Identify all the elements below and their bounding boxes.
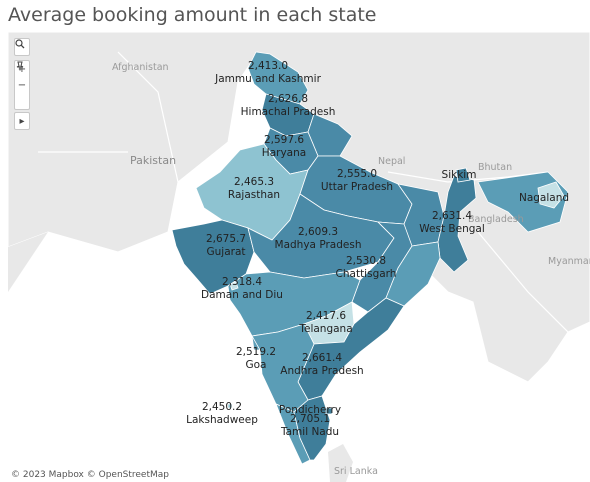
state-value: 2,705.1 bbox=[289, 413, 331, 425]
state-name: Chattisgarh bbox=[335, 268, 397, 280]
state-label-gujarat[interactable]: 2,675.7 Gujarat bbox=[206, 233, 246, 259]
state-value: 2,519.2 bbox=[235, 346, 277, 358]
state-name: Lakshadweep bbox=[186, 414, 258, 426]
state-odisha[interactable] bbox=[385, 241, 441, 307]
state-label-chattisgarh[interactable]: 2,530.8 Chattisgarh bbox=[336, 255, 397, 281]
state-value: 2,530.8 bbox=[345, 255, 387, 267]
state-name: Uttar Pradesh bbox=[320, 181, 394, 193]
state-sikkim[interactable] bbox=[455, 167, 471, 183]
state-name: Pondicherry bbox=[278, 404, 342, 416]
pin-icon[interactable] bbox=[15, 61, 29, 109]
state-label-uttar-pradesh[interactable]: 2,555.0 Uttar Pradesh bbox=[321, 168, 393, 194]
state-pondicherry[interactable] bbox=[325, 407, 333, 415]
state-name: Madhya Pradesh bbox=[274, 239, 362, 251]
state-label-daman-and-diu[interactable]: 2,318.4 Daman and Diu bbox=[201, 276, 283, 302]
state-name: Himachal Pradesh bbox=[240, 106, 336, 118]
state-name: Telangana bbox=[299, 323, 353, 335]
state-label-andhra-pradesh[interactable]: 2,661.4 Andhra Pradesh bbox=[280, 352, 363, 378]
state-label-jammu-and-kashmir[interactable]: 2,413.0 Jammu and Kashmir bbox=[215, 60, 321, 86]
state-value: 2,413.0 bbox=[247, 60, 289, 72]
map-svg bbox=[8, 32, 590, 482]
state-label-haryana[interactable]: 2,597.6 Haryana bbox=[262, 134, 306, 160]
country-label-pakistan: Pakistan bbox=[130, 154, 177, 167]
map-zoom-controls: + − bbox=[14, 60, 30, 110]
expand-arrow-icon[interactable]: ▸ bbox=[19, 115, 25, 127]
state-label-himachal-pradesh[interactable]: 2,626.8 Himachal Pradesh bbox=[241, 93, 336, 119]
state-name: Goa bbox=[245, 359, 267, 371]
state-tamil-nadu[interactable] bbox=[293, 395, 331, 461]
state-label-madhya-pradesh[interactable]: 2,609.3 Madhya Pradesh bbox=[275, 226, 362, 252]
state-name: Tamil Nadu bbox=[280, 426, 340, 438]
state-label-west-bengal[interactable]: 2,631.4 West Bengal bbox=[419, 210, 485, 236]
state-value: 2,609.3 bbox=[297, 226, 339, 238]
sri-lanka-land bbox=[328, 444, 353, 482]
state-value: 2,555.0 bbox=[336, 168, 378, 180]
state-label-nagaland[interactable]: Nagaland bbox=[519, 192, 569, 205]
map-title: Average booking amount in each state bbox=[8, 4, 377, 26]
state-value: 2,450.2 bbox=[201, 401, 243, 413]
zoom-out-button[interactable]: − bbox=[17, 79, 27, 91]
land-left bbox=[8, 232, 48, 292]
country-label-bangladesh: Bangladesh bbox=[468, 214, 524, 225]
search-icon[interactable] bbox=[15, 39, 29, 55]
country-label-afghanistan: Afghanistan bbox=[112, 62, 169, 73]
map-search-control[interactable] bbox=[14, 38, 30, 56]
state-label-tamil-nadu[interactable]: 2,705.1 Tamil Nadu bbox=[281, 413, 339, 439]
state-value: 2,631.4 bbox=[431, 210, 473, 222]
state-value: 2,626.8 bbox=[267, 93, 309, 105]
state-label-lakshadweep[interactable]: 2,450.2 Lakshadweep bbox=[186, 401, 258, 427]
state-value: 2,417.6 bbox=[305, 310, 347, 322]
map-canvas[interactable]: + − ▸ Afghanistan Pakistan Nepal Bhutan … bbox=[8, 32, 590, 482]
state-daman-and-diu[interactable] bbox=[229, 281, 239, 291]
state-name: Nagaland bbox=[518, 192, 570, 204]
state-name: Sikkim bbox=[441, 169, 477, 181]
country-label-nepal: Nepal bbox=[378, 156, 406, 167]
country-label-bhutan: Bhutan bbox=[478, 162, 513, 173]
state-label-sikkim[interactable]: Sikkim bbox=[442, 169, 477, 182]
state-label-pondicherry[interactable]: Pondicherry bbox=[279, 404, 341, 417]
state-name: Andhra Pradesh bbox=[280, 365, 364, 377]
zoom-in-button[interactable]: + bbox=[17, 63, 27, 75]
state-value: 2,597.6 bbox=[263, 134, 305, 146]
map-toolbar-toggle[interactable]: ▸ bbox=[14, 112, 30, 130]
state-value: 2,318.4 bbox=[221, 276, 263, 288]
state-nagaland[interactable] bbox=[537, 181, 565, 209]
state-value: 2,661.4 bbox=[301, 352, 343, 364]
state-name: Haryana bbox=[261, 147, 307, 159]
state-label-telangana[interactable]: 2,417.6 Telangana bbox=[299, 310, 352, 336]
state-name: Daman and Diu bbox=[201, 289, 283, 301]
state-west-bengal[interactable] bbox=[437, 175, 477, 273]
state-lakshadweep[interactable] bbox=[227, 403, 233, 409]
map-attribution[interactable]: © 2023 Mapbox © OpenStreetMap bbox=[11, 470, 169, 480]
state-name: Rajasthan bbox=[227, 189, 281, 201]
state-label-goa[interactable]: 2,519.2 Goa bbox=[236, 346, 276, 372]
state-name: West Bengal bbox=[419, 223, 485, 235]
state-name: Gujarat bbox=[206, 246, 246, 258]
country-borders bbox=[38, 51, 569, 333]
state-value: 2,675.7 bbox=[205, 233, 247, 245]
country-label-myanmar: Myanmar bbox=[548, 256, 590, 267]
state-label-rajasthan[interactable]: 2,465.3 Rajasthan bbox=[228, 176, 280, 202]
state-name: Jammu and Kashmir bbox=[215, 73, 321, 85]
state-value: 2,465.3 bbox=[233, 176, 275, 188]
country-label-sri-lanka: Sri Lanka bbox=[334, 466, 378, 477]
